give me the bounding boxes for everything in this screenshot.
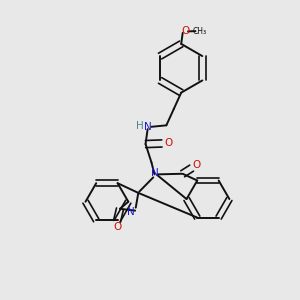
- Text: O: O: [182, 26, 190, 36]
- Text: O: O: [192, 160, 200, 170]
- Text: O: O: [113, 222, 121, 232]
- Text: O: O: [164, 139, 172, 148]
- Text: CH₃: CH₃: [193, 27, 207, 36]
- Text: H: H: [136, 121, 144, 130]
- Text: N: N: [128, 207, 135, 217]
- Text: N: N: [151, 169, 159, 178]
- Text: N: N: [144, 122, 152, 132]
